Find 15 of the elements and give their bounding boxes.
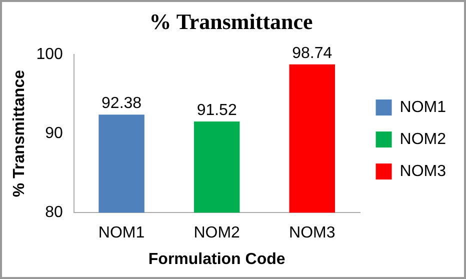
legend-label: NOM1 <box>400 98 446 116</box>
data-label: 98.74 <box>292 44 332 62</box>
x-axis-title: Formulation Code <box>148 250 286 268</box>
y-tick-label: 80 <box>45 204 63 222</box>
data-label: 91.52 <box>196 102 237 119</box>
x-tick-label: NOM1 <box>98 224 145 242</box>
legend-label: NOM2 <box>400 130 446 148</box>
x-tick-label: NOM2 <box>194 224 240 242</box>
legend-label: NOM3 <box>400 162 446 180</box>
data-label: 92.38 <box>102 95 142 112</box>
y-axis-title: % Transmittance <box>11 70 28 198</box>
y-tick-label: 100 <box>36 46 63 63</box>
chart-title: % Transmittance <box>149 8 314 34</box>
x-tick-label: NOM3 <box>289 224 336 242</box>
y-tick-label: 90 <box>45 124 63 142</box>
